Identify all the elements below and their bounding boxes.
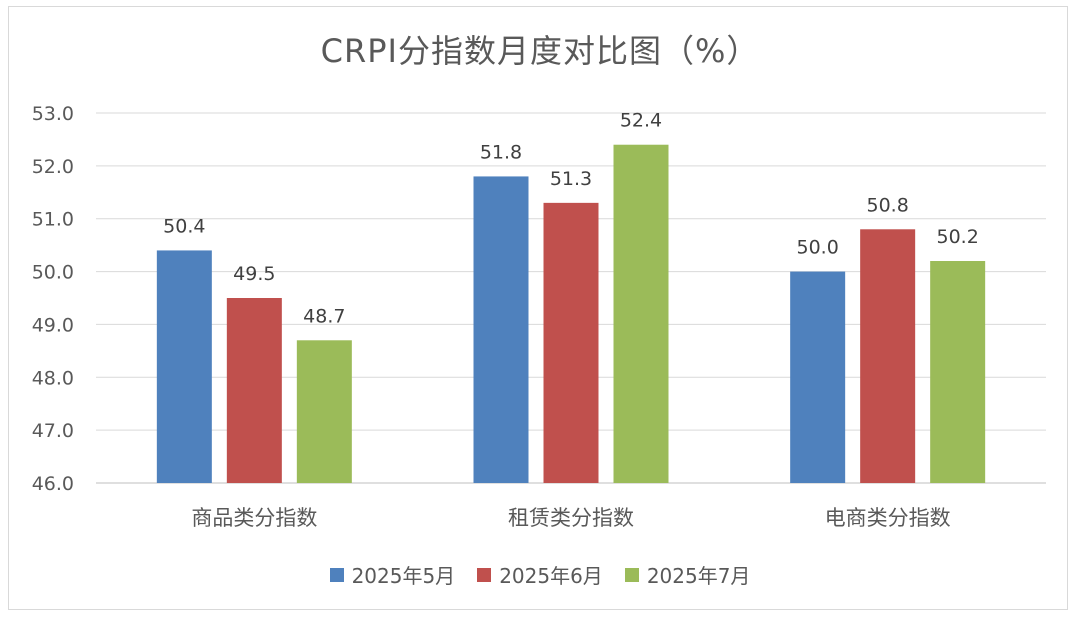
y-tick-label: 47.0 [32,420,74,442]
y-tick-label: 51.0 [32,209,74,231]
legend-label: 2025年6月 [499,564,603,588]
data-label: 51.8 [480,141,522,163]
legend-item: 2025年5月 [329,560,456,589]
legend-label: 2025年7月 [646,564,751,588]
bar [613,144,669,483]
data-label: 50.0 [797,237,839,259]
data-labels: 50.4 49.5 48.7 51.8 51.3 52.4 50.0 50.8 50.2 [163,110,979,328]
bar [930,261,986,483]
bar [226,298,282,483]
bar [860,229,916,483]
y-tick-label: 53.0 [32,103,74,125]
bars [156,144,986,483]
bar [296,340,352,483]
y-tick-label: 49.0 [32,314,74,336]
chart-title: CRPI分指数月度对比图（%） [320,32,760,70]
data-label: 50.4 [163,215,205,237]
legend-swatch [624,567,639,582]
data-label: 50.2 [937,226,979,248]
data-label: 52.4 [620,110,662,132]
y-tick-label: 48.0 [32,367,74,389]
x-tick-label: 电商类分指数 [825,506,951,530]
y-tick-label: 52.0 [32,156,74,178]
y-tick-label: 50.0 [32,262,74,284]
data-label: 48.7 [303,305,345,327]
bar [473,176,529,483]
data-label: 49.5 [233,263,275,285]
x-axis: 商品类分指数 租赁类分指数 电商类分指数 [191,506,950,530]
legend-item: 2025年7月 [624,560,751,589]
bar [790,271,846,483]
legend-swatch [329,567,344,582]
x-tick-label: 商品类分指数 [191,506,317,530]
y-axis-ticks: 46.0 47.0 48.0 49.0 50.0 51.0 52.0 53.0 [32,103,74,495]
y-tick-label: 46.0 [32,473,74,495]
x-tick-label: 租赁类分指数 [508,506,634,530]
legend-swatch [477,567,492,582]
bar [156,250,212,483]
bar [543,202,599,483]
legend-label: 2025年5月 [351,564,456,588]
legend-item: 2025年6月 [477,560,603,589]
data-label: 51.3 [550,168,592,190]
data-label: 50.8 [867,194,909,216]
legend: 2025年5月 2025年6月 2025年7月 [0,560,1080,589]
